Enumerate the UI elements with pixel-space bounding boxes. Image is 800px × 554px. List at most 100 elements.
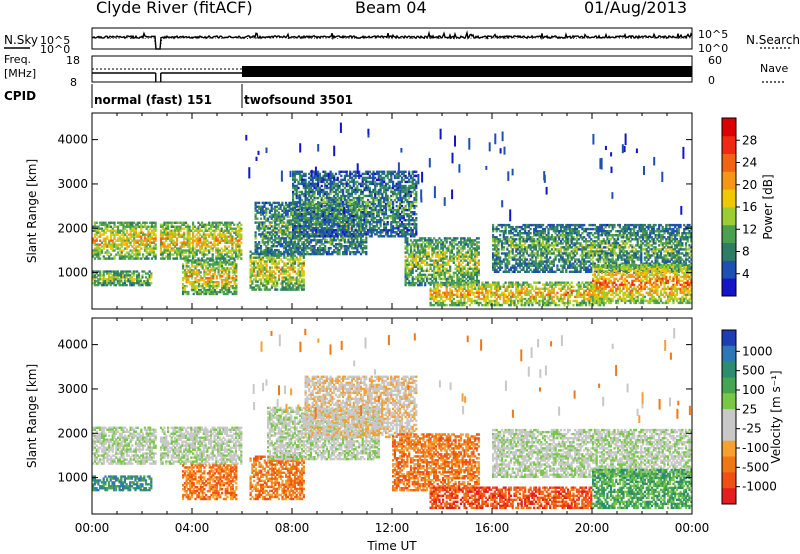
power-cell (263, 205, 266, 208)
power-cell (275, 237, 279, 240)
power-cell (109, 233, 113, 236)
power-cell (108, 255, 111, 258)
power-cell (386, 223, 389, 226)
power-cell (92, 237, 95, 240)
power-cell (226, 259, 229, 262)
power-cell (256, 270, 259, 273)
power-cell (228, 259, 231, 262)
power-cell (149, 237, 152, 240)
power-cell (206, 267, 209, 270)
power-cell (238, 225, 241, 228)
power-cell (267, 227, 270, 230)
power-cell (102, 272, 105, 275)
power-cell (258, 205, 261, 208)
power-cell (145, 233, 148, 236)
power-cell (406, 247, 409, 250)
power-cell (233, 237, 236, 240)
power-cell (133, 233, 136, 236)
power-cell (265, 262, 268, 265)
power-cell (249, 254, 252, 257)
power-cell (225, 221, 229, 224)
power-cell (249, 286, 252, 289)
power-cell (258, 264, 261, 267)
power-cell (219, 275, 222, 278)
power-cell (299, 286, 302, 289)
power-cell (238, 251, 241, 254)
power-cell (111, 270, 114, 273)
power-cell (175, 249, 179, 252)
power-cell (127, 237, 130, 240)
power-cell (192, 247, 195, 250)
nave-label: Nave (760, 62, 788, 75)
power-cell (190, 251, 193, 254)
power-cell (267, 207, 270, 210)
power-cell (233, 290, 236, 294)
power-cell (210, 269, 213, 272)
power-cell (206, 245, 209, 248)
power-cell (192, 241, 195, 244)
power-cell (131, 233, 134, 236)
power-cell (92, 239, 95, 242)
power-cell (192, 237, 195, 240)
power-cell (129, 231, 132, 234)
power-cell (270, 235, 273, 238)
power-cell (92, 278, 95, 281)
power-cell (203, 281, 206, 284)
power-cell (102, 255, 105, 258)
power-cell (125, 255, 129, 258)
power-cell (299, 258, 302, 261)
power-cell (188, 245, 191, 248)
power-cell (288, 284, 291, 287)
power-cell (217, 265, 220, 268)
power-cell (217, 269, 220, 272)
power-cell (220, 227, 223, 230)
power-cell (408, 279, 411, 283)
power-cell (149, 239, 152, 242)
power-cell (202, 225, 205, 228)
power-cell (197, 257, 200, 260)
power-cell (192, 273, 195, 276)
power-cell (125, 251, 129, 254)
power-cell (186, 241, 189, 244)
power-cell (115, 231, 118, 234)
power-cell (138, 225, 141, 228)
power-cell (146, 282, 149, 285)
power-cell (270, 231, 273, 234)
power-cell (231, 229, 234, 232)
power-cell (220, 257, 223, 260)
power-cell (211, 257, 214, 260)
power-cell (235, 275, 238, 278)
power-cell (122, 272, 125, 275)
power-cell (283, 217, 286, 220)
power-cell (106, 237, 109, 240)
power-cell (109, 231, 113, 234)
power-cell (226, 283, 229, 286)
power-cell (108, 221, 111, 224)
power-cell (227, 245, 230, 248)
power-cell (283, 272, 286, 275)
power-cell (189, 275, 192, 278)
power-cell (238, 231, 241, 234)
power-cell (263, 284, 266, 287)
power-cell (154, 257, 157, 260)
freq-label-2: [MHz] (4, 67, 36, 80)
power-cell (183, 251, 186, 254)
power-cell (183, 231, 186, 234)
power-cell (211, 233, 214, 236)
power-cell (259, 217, 263, 220)
power-cell (197, 249, 200, 252)
power-cell (285, 268, 288, 271)
power-cell (210, 292, 213, 296)
power-cell (122, 233, 125, 236)
power-cell (136, 253, 139, 256)
power-cell (274, 221, 277, 224)
power-cell (120, 237, 123, 240)
power-cell (93, 221, 96, 224)
power-cell (302, 282, 305, 285)
power-cell (154, 233, 157, 236)
power-cell (227, 239, 230, 242)
power-cell (267, 252, 270, 255)
power-cell (142, 239, 145, 242)
power-cell (204, 245, 207, 248)
power-cell (183, 255, 186, 258)
